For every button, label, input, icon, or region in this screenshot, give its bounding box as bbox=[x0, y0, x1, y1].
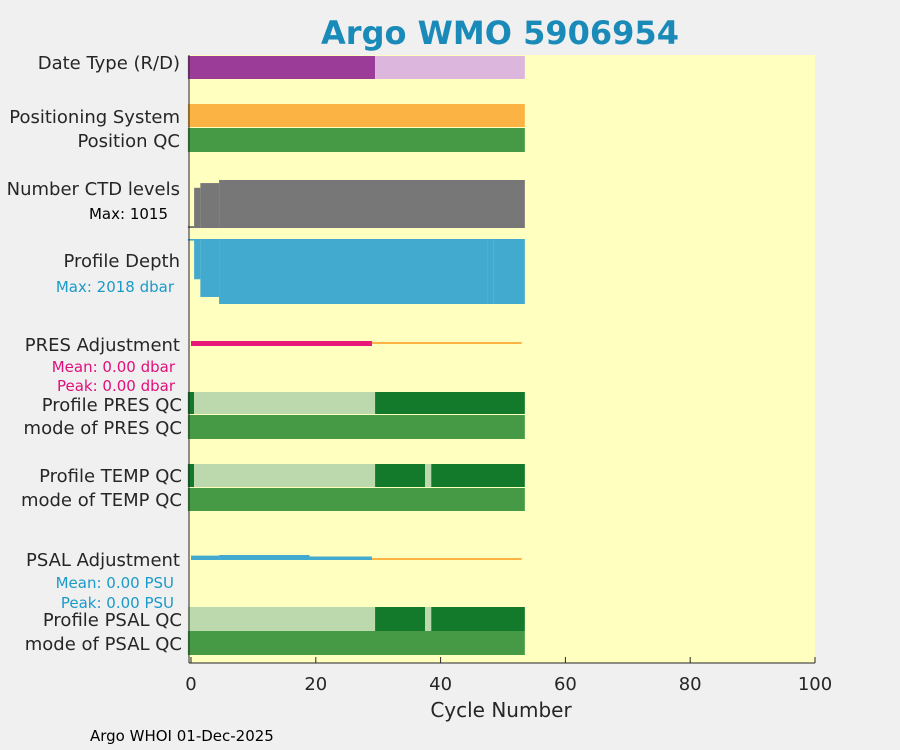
positioning-system-bar bbox=[187, 104, 525, 127]
footer-credit: Argo WHOI 01-Dec-2025 bbox=[90, 727, 274, 745]
profile-depth-bar-2 bbox=[200, 239, 220, 297]
ctd-max-annotation: Max: 1015 bbox=[89, 205, 168, 223]
row-label-mode-temp-qc: mode of TEMP QC bbox=[21, 490, 182, 511]
chart-title: Argo WMO 5906954 bbox=[321, 14, 679, 52]
psal-adjustment-segment-1 bbox=[219, 555, 310, 560]
x-tick-label-0: 0 bbox=[185, 674, 196, 695]
pres-adjustment-segment-0 bbox=[191, 341, 372, 346]
x-tick-label-60: 60 bbox=[554, 674, 577, 695]
profile-depth-bar-3 bbox=[219, 239, 488, 304]
profile-depth-bar-1 bbox=[194, 239, 201, 280]
profile-depth-bar-4 bbox=[487, 239, 494, 304]
row-label-mode-pres-qc: mode of PRES QC bbox=[24, 418, 182, 439]
pres-peak-annotation: Peak: 0.00 dbar bbox=[57, 377, 176, 395]
x-tick-label-100: 100 bbox=[798, 674, 832, 695]
row-label-profile-depth: Profile Depth bbox=[63, 251, 180, 272]
psal-mean-annotation: Mean: 0.00 PSU bbox=[56, 574, 174, 592]
row-label-positioning-system: Positioning System bbox=[9, 107, 180, 128]
pres-mean-annotation: Mean: 0.00 dbar bbox=[52, 358, 176, 376]
profile-psal-qc-segment-2 bbox=[425, 607, 432, 631]
profile-pres-qc-segment-1 bbox=[194, 392, 376, 414]
mode-psal-qc-bar bbox=[187, 631, 525, 655]
ctd-levels-bar-2 bbox=[200, 183, 220, 228]
depth-max-annotation: Max: 2018 dbar bbox=[56, 278, 175, 296]
profile-pres-qc-segment-2 bbox=[375, 392, 525, 414]
date-type-segment-d bbox=[375, 56, 525, 79]
row-label-profile-pres-qc: Profile PRES QC bbox=[42, 395, 182, 416]
ctd-levels-bar-0 bbox=[187, 226, 195, 228]
profile-psal-qc-segment-1 bbox=[375, 607, 425, 631]
mode-temp-qc-bar bbox=[187, 488, 525, 511]
ctd-levels-bar-1 bbox=[194, 187, 201, 228]
pres-no-adjustment-line-1 bbox=[371, 342, 522, 344]
psal-peak-annotation: Peak: 0.00 PSU bbox=[61, 594, 174, 612]
row-label-profile-psal-qc: Profile PSAL QC bbox=[43, 610, 182, 631]
profile-psal-qc-segment-0 bbox=[187, 607, 376, 631]
row-label-profile-temp-qc: Profile TEMP QC bbox=[39, 466, 182, 487]
row-label-psal-adjustment: PSAL Adjustment bbox=[26, 550, 180, 571]
ctd-levels-bar-3 bbox=[219, 180, 525, 228]
row-label-ctd-levels: Number CTD levels bbox=[7, 179, 180, 200]
profile-depth-bar-5 bbox=[493, 239, 525, 304]
profile-temp-qc-segment-3 bbox=[425, 464, 432, 487]
mode-pres-qc-bar bbox=[187, 415, 525, 439]
row-label-position-qc: Position QC bbox=[77, 131, 180, 152]
psal-adjustment-segment-2 bbox=[309, 556, 372, 560]
profile-temp-qc-segment-2 bbox=[375, 464, 425, 487]
row-label-pres-adjustment: PRES Adjustment bbox=[25, 335, 180, 356]
position-qc-bar bbox=[187, 128, 525, 152]
row-label-date-type: Date Type (R/D) bbox=[38, 53, 180, 74]
plot-area bbox=[189, 55, 815, 663]
profile-psal-qc-segment-3 bbox=[431, 607, 525, 631]
profile-temp-qc-segment-0 bbox=[187, 464, 195, 487]
x-tick-label-80: 80 bbox=[679, 674, 702, 695]
profile-temp-qc-segment-4 bbox=[431, 464, 525, 487]
row-label-mode-psal-qc: mode of PSAL QC bbox=[25, 634, 182, 655]
x-axis-label: Cycle Number bbox=[430, 698, 572, 722]
psal-no-adjustment-line-3 bbox=[371, 558, 522, 560]
date-type-segment-r bbox=[187, 56, 376, 79]
profile-depth-bar-0 bbox=[187, 239, 195, 241]
profile-pres-qc-segment-0 bbox=[187, 392, 195, 414]
psal-adjustment-segment-0 bbox=[191, 555, 220, 560]
x-tick-label-40: 40 bbox=[429, 674, 452, 695]
profile-temp-qc-segment-1 bbox=[194, 464, 376, 487]
x-tick-label-20: 20 bbox=[304, 674, 327, 695]
